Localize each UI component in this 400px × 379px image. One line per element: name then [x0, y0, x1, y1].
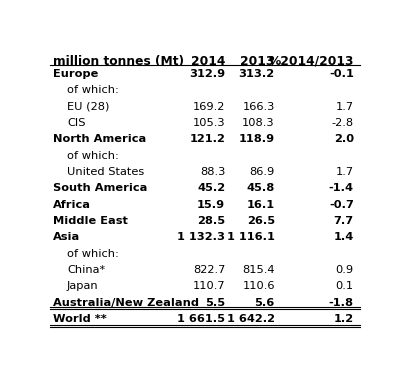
Text: 26.5: 26.5: [247, 216, 275, 226]
Text: 1.2: 1.2: [334, 314, 354, 324]
Text: of which:: of which:: [67, 151, 119, 161]
Text: 16.1: 16.1: [247, 200, 275, 210]
Text: 1 642.2: 1 642.2: [227, 314, 275, 324]
Text: 1 661.5: 1 661.5: [177, 314, 225, 324]
Text: Africa: Africa: [53, 200, 91, 210]
Text: -1.8: -1.8: [329, 298, 354, 308]
Text: 86.9: 86.9: [250, 167, 275, 177]
Text: United States: United States: [67, 167, 144, 177]
Text: Japan: Japan: [67, 281, 99, 291]
Text: 110.7: 110.7: [192, 281, 225, 291]
Text: 108.3: 108.3: [242, 118, 275, 128]
Text: -1.4: -1.4: [329, 183, 354, 193]
Text: 822.7: 822.7: [193, 265, 225, 275]
Text: North America: North America: [53, 135, 146, 144]
Text: CIS: CIS: [67, 118, 86, 128]
Text: South America: South America: [53, 183, 148, 193]
Text: of which:: of which:: [67, 85, 119, 96]
Text: million tonnes (Mt): million tonnes (Mt): [53, 55, 184, 68]
Text: 5.6: 5.6: [254, 298, 275, 308]
Text: 5.5: 5.5: [205, 298, 225, 308]
Text: 2013: 2013: [240, 55, 275, 68]
Text: 313.2: 313.2: [239, 69, 275, 79]
Text: 118.9: 118.9: [239, 135, 275, 144]
Text: 1 132.3: 1 132.3: [177, 232, 225, 242]
Text: 88.3: 88.3: [200, 167, 225, 177]
Text: 0.1: 0.1: [336, 281, 354, 291]
Text: Australia/New Zealand: Australia/New Zealand: [53, 298, 199, 308]
Text: 1 116.1: 1 116.1: [227, 232, 275, 242]
Text: -0.1: -0.1: [329, 69, 354, 79]
Text: 169.2: 169.2: [193, 102, 225, 112]
Text: Asia: Asia: [53, 232, 80, 242]
Text: World **: World **: [53, 314, 107, 324]
Text: -0.7: -0.7: [329, 200, 354, 210]
Text: 121.2: 121.2: [189, 135, 225, 144]
Text: 2.0: 2.0: [334, 135, 354, 144]
Text: 105.3: 105.3: [192, 118, 225, 128]
Text: Europe: Europe: [53, 69, 98, 79]
Text: EU (28): EU (28): [67, 102, 110, 112]
Text: 0.9: 0.9: [336, 265, 354, 275]
Text: -2.8: -2.8: [332, 118, 354, 128]
Text: Middle East: Middle East: [53, 216, 128, 226]
Text: 45.2: 45.2: [197, 183, 225, 193]
Text: China*: China*: [67, 265, 105, 275]
Text: 1.7: 1.7: [336, 167, 354, 177]
Text: 1.4: 1.4: [334, 232, 354, 242]
Text: of which:: of which:: [67, 249, 119, 258]
Text: 15.9: 15.9: [197, 200, 225, 210]
Text: 28.5: 28.5: [197, 216, 225, 226]
Text: 45.8: 45.8: [246, 183, 275, 193]
Text: 166.3: 166.3: [242, 102, 275, 112]
Text: 815.4: 815.4: [242, 265, 275, 275]
Text: %2014/2013: %2014/2013: [268, 55, 354, 68]
Text: 110.6: 110.6: [242, 281, 275, 291]
Text: 312.9: 312.9: [189, 69, 225, 79]
Text: 2014: 2014: [191, 55, 225, 68]
Text: 1.7: 1.7: [336, 102, 354, 112]
Text: 7.7: 7.7: [334, 216, 354, 226]
